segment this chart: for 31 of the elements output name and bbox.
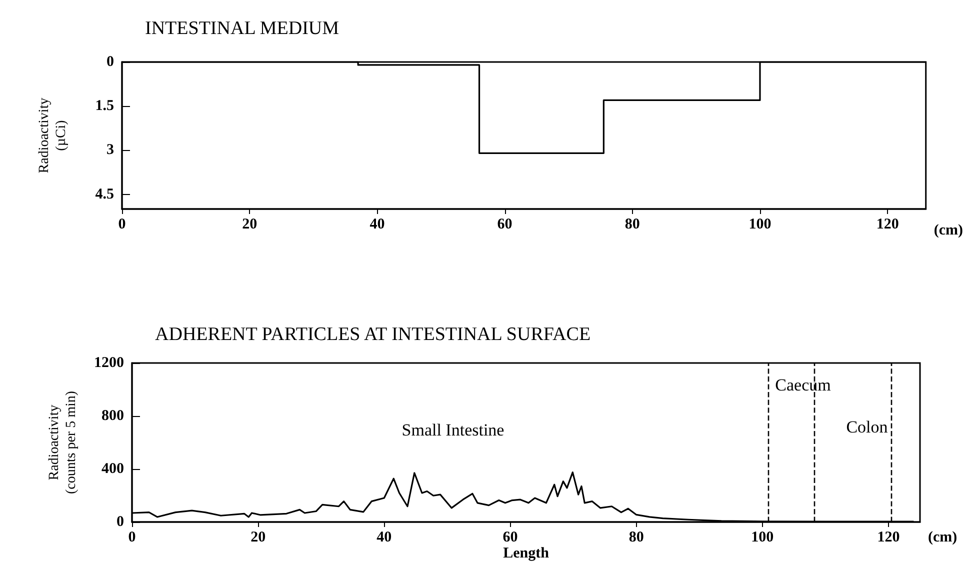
y-axis-title: Radioactivity (µCi)	[37, 98, 69, 174]
x-tick-label: 20	[250, 530, 266, 546]
annotation: Small Intestine	[402, 420, 504, 440]
x-tick-label: 100	[751, 530, 774, 546]
x-tick-label: 80	[624, 216, 640, 232]
x-axis-title: Length	[503, 545, 550, 562]
annotation: Colon	[846, 418, 888, 436]
x-tick-label: 80	[628, 530, 644, 546]
x-tick-label: 120	[876, 216, 899, 232]
x-tick-label: 20	[242, 216, 258, 232]
x-tick-label: 0	[128, 530, 136, 546]
y-tick-label: 3	[106, 142, 114, 158]
x-tick-label: 120	[877, 530, 900, 546]
y-axis-title: Radioactivity (counts per 5 min)	[47, 390, 79, 494]
y-tick-label: 0	[106, 54, 114, 70]
x-tick-label: 40	[376, 530, 392, 546]
y-tick-label: 800	[102, 408, 124, 424]
x-axis-title: (cm)	[934, 222, 964, 238]
chart-title: ADHERENT PARTICLES AT INTESTINAL SURFACE	[155, 324, 591, 345]
annotation: Caecum	[775, 376, 831, 394]
y-tick-label: 4.5	[95, 186, 114, 202]
x-tick-label: 100	[748, 216, 772, 232]
y-tick-label: 1200	[94, 355, 124, 371]
x-tick-label: 40	[370, 216, 385, 232]
x-tick-label: 60	[502, 530, 518, 546]
y-tick-label: 400	[102, 461, 124, 477]
text: (cm)	[928, 530, 958, 546]
chart-title: INTESTINAL MEDIUM	[145, 18, 340, 39]
x-tick-label: 60	[497, 216, 512, 232]
y-tick-label: 0	[116, 514, 124, 530]
y-tick-label: 1.5	[95, 98, 114, 114]
